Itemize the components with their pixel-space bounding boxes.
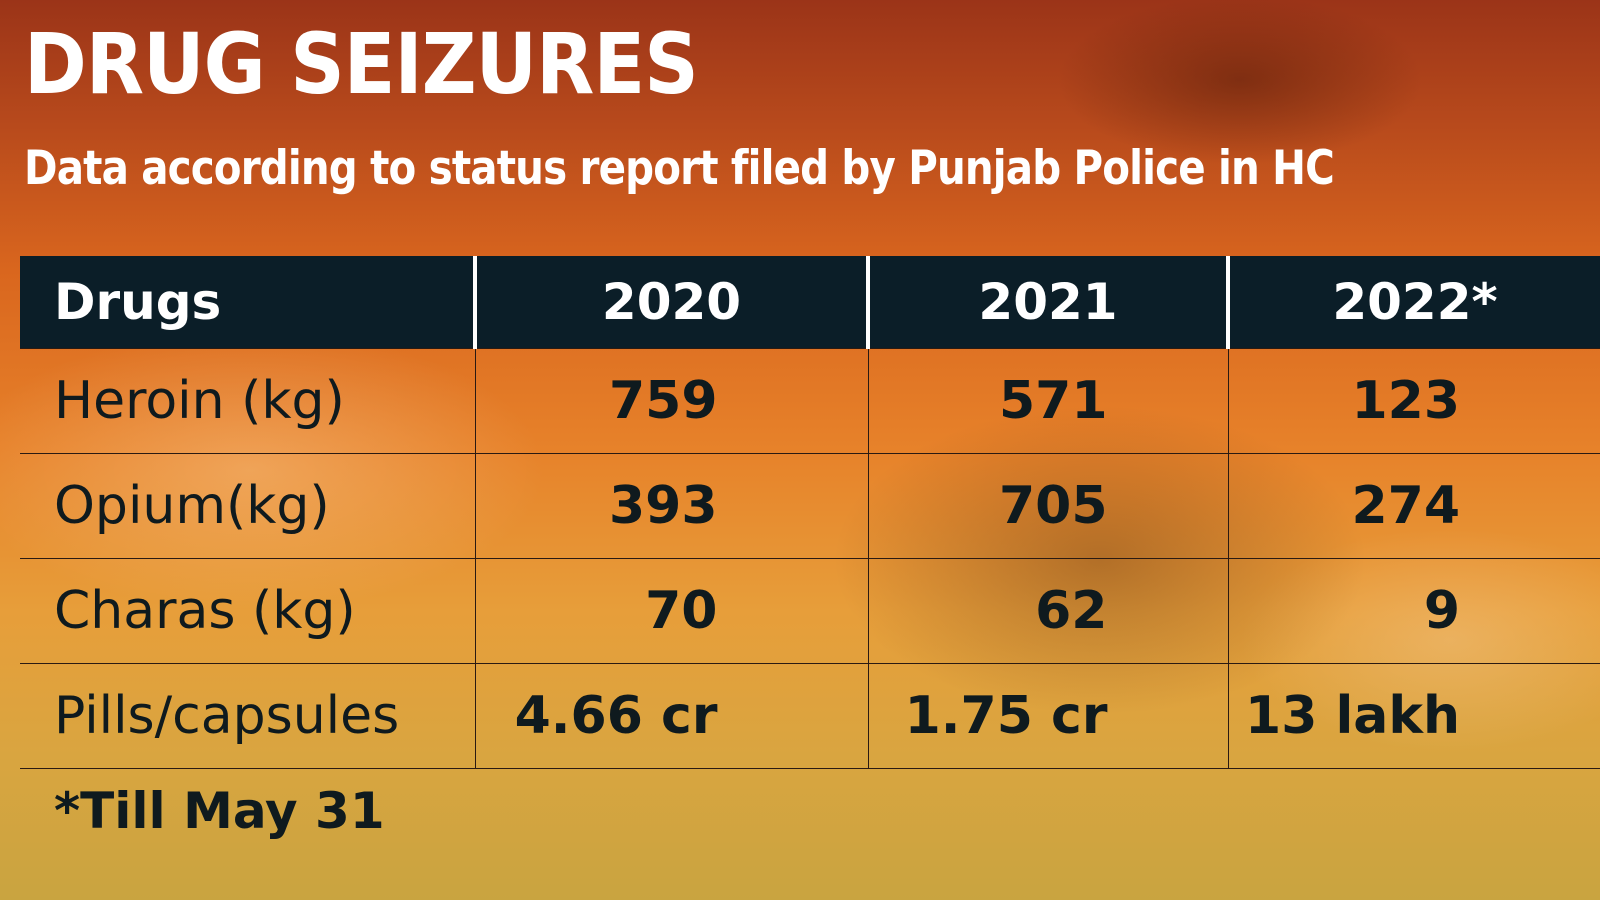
footnote: *Till May 31 xyxy=(54,782,385,840)
table-row-heroin: Heroin (kg) 759 571 123 xyxy=(20,348,1600,454)
table-cell: 9 xyxy=(1227,558,1600,664)
table-cell: 123 xyxy=(1227,348,1600,454)
table-cell: 393 xyxy=(474,453,868,559)
table-cell: 4.66 cr xyxy=(474,663,868,769)
table-cell: 13 lakh xyxy=(1227,663,1600,769)
drug-seizures-table: Drugs 2020 2021 2022* Heroin (kg) 759 57… xyxy=(20,256,1600,769)
table-cell: 70 xyxy=(474,558,868,664)
table-cell: 62 xyxy=(867,558,1228,664)
table-row-opium: Opium(kg) 393 705 274 xyxy=(20,453,1600,559)
table-cell: 571 xyxy=(867,348,1228,454)
table-row-charas: Charas (kg) 70 62 9 xyxy=(20,558,1600,664)
table-cell: 274 xyxy=(1227,453,1600,559)
row-label: Opium(kg) xyxy=(20,453,475,559)
header-row: Drugs 2020 2021 2022* xyxy=(20,256,1600,349)
column-header-2021: 2021 xyxy=(866,256,1228,349)
column-header-2022: 2022* xyxy=(1226,256,1600,349)
table-cell: 759 xyxy=(474,348,868,454)
table-row-pills-capsules: Pills/capsules 4.66 cr 1.75 cr 13 lakh xyxy=(20,663,1600,769)
chart-title: DRUG SEIZURES xyxy=(24,15,699,113)
table-cell: 705 xyxy=(867,453,1228,559)
row-label: Pills/capsules xyxy=(20,663,475,769)
row-label: Heroin (kg) xyxy=(20,348,475,454)
column-header-drugs: Drugs xyxy=(20,256,475,349)
column-header-2020: 2020 xyxy=(473,256,868,349)
chart-subtitle: Data according to status report filed by… xyxy=(24,141,1335,196)
table-cell: 1.75 cr xyxy=(867,663,1228,769)
row-label: Charas (kg) xyxy=(20,558,475,664)
